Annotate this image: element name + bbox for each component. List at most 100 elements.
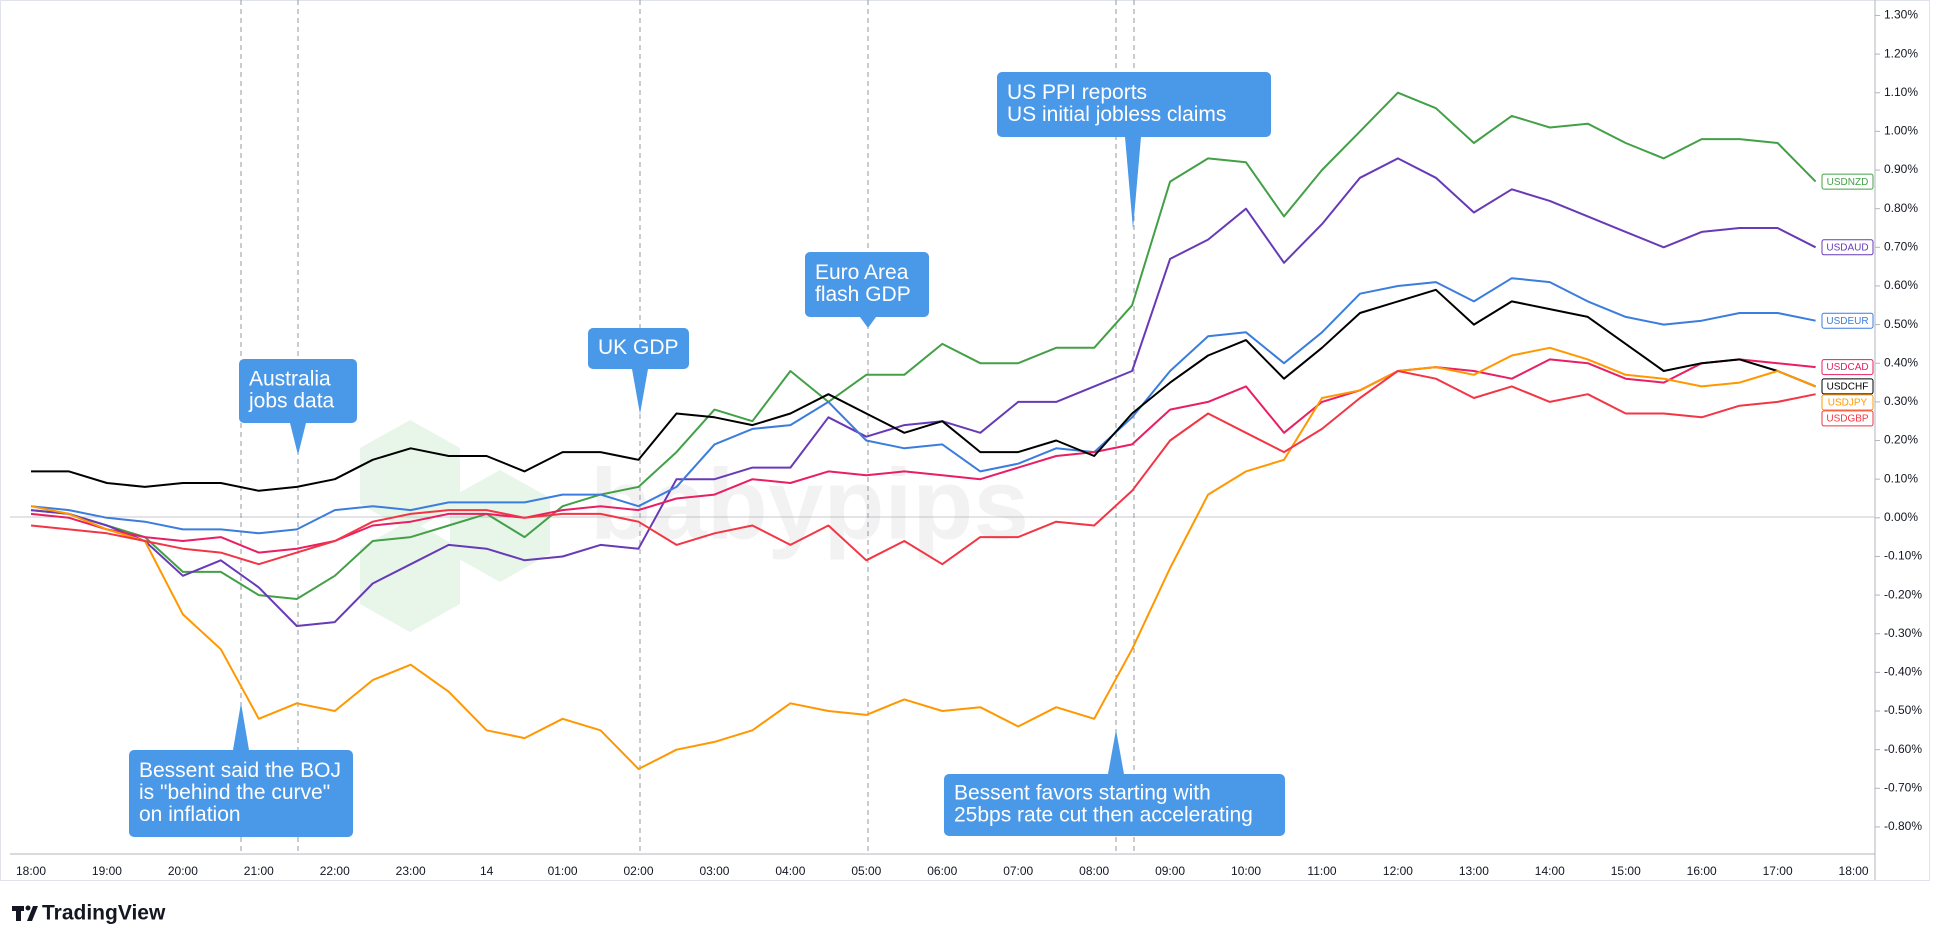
y-tick-label: 0.20% [1884,433,1918,447]
brand-logo [27,906,38,921]
y-tick-label: 0.80% [1884,201,1918,215]
y-tick-label: -0.20% [1884,587,1922,601]
annotation-text: US initial jobless claims [1007,103,1226,126]
x-tick-label: 01:00 [548,864,578,878]
y-tick-label: -0.60% [1884,742,1922,756]
annotation-pointer [290,423,306,455]
x-tick-label: 17:00 [1763,864,1793,878]
legend-label: USDEUR [1826,316,1868,327]
annotation-text: US PPI reports [1007,81,1147,104]
legend-label: USDNZD [1827,177,1869,188]
annotation-text: is "behind the curve" [139,781,330,804]
annotation-box [997,72,1271,137]
x-tick-label: 12:00 [1383,864,1413,878]
x-tick-label: 11:00 [1307,864,1336,878]
series-line [30,91,1817,600]
annotation-text: Bessent said the BOJ [139,759,341,782]
x-tick-label: 14 [480,864,494,878]
x-tick-label: 20:00 [168,864,198,878]
series-line [30,346,1816,770]
annotation-text: Australia [249,368,331,391]
y-tick-label: -0.50% [1884,703,1922,717]
series-line [31,288,1816,492]
watermark-hex [360,420,460,532]
annotation: UK GDP [588,328,689,414]
x-tick-label: 07:00 [1003,864,1033,878]
x-tick-label: 15:00 [1611,864,1641,878]
legend-label: USDAUD [1826,242,1868,253]
annotation-box [239,359,357,423]
x-tick-label: 18:00 [1839,864,1869,878]
x-tick-label: 10:00 [1231,864,1261,878]
series-line [30,157,1817,627]
annotation-text: flash GDP [815,283,911,306]
legend-label: USDCHF [1827,382,1869,393]
brand-text: TradingView [42,902,166,925]
x-tick-label: 16:00 [1687,864,1717,878]
legend-box [1821,359,1874,376]
x-tick-label: 02:00 [624,864,654,878]
legend-box [1821,312,1874,329]
y-tick-label: 0.50% [1884,317,1918,331]
legend-box [1821,378,1874,395]
annotation-pointer [860,317,876,328]
y-tick-label: 0.30% [1884,394,1918,408]
legend-box [1821,239,1874,256]
legend-box [1821,410,1874,427]
annotation-box [129,750,353,837]
y-tick-label: 0.00% [1884,510,1918,524]
watermark-hex [360,520,460,632]
legend-label: USDJPY [1828,398,1868,409]
annotation-text: 25bps rate cut then accelerating [954,804,1253,827]
x-tick-label: 03:00 [699,864,729,878]
x-tick-label: 09:00 [1155,864,1185,878]
legend-label: USDGBP [1826,414,1869,425]
x-tick-label: 19:00 [92,864,122,878]
y-tick-label: -0.30% [1884,626,1922,640]
x-tick-label: 21:00 [244,864,274,878]
x-tick-label: 05:00 [851,864,881,878]
annotation-pointer [632,369,648,414]
annotation-text: Euro Area [815,261,909,284]
brand-logo [16,906,21,921]
y-tick-label: -0.70% [1884,780,1922,794]
series-line [30,370,1816,566]
y-tick-label: 0.40% [1884,355,1918,369]
x-tick-label: 04:00 [775,864,805,878]
branding: TradingView [12,902,166,925]
annotation-pointer [1125,137,1141,229]
annotation-pointer [233,703,249,750]
annotation-pointer [1108,730,1124,774]
y-tick-label: 1.30% [1884,8,1918,22]
x-tick-label: 06:00 [927,864,957,878]
annotation-text: UK GDP [598,336,679,359]
y-tick-label: -0.40% [1884,665,1922,679]
y-tick-label: 0.10% [1884,471,1918,485]
x-tick-label: 23:00 [396,864,426,878]
annotation-box [588,328,689,369]
y-tick-label: 0.70% [1884,239,1918,253]
annotation-text: jobs data [248,390,335,413]
watermark-hex [450,470,550,582]
x-tick-label: 14:00 [1535,864,1565,878]
brand-logo [25,905,31,911]
y-tick-label: 0.60% [1884,278,1918,292]
y-tick-label: -0.10% [1884,549,1922,563]
y-tick-label: 1.20% [1884,46,1918,60]
series-line [30,277,1816,535]
legend-label: USDCAD [1826,362,1868,373]
x-tick-label: 22:00 [320,864,350,878]
x-tick-label: 18:00 [16,864,46,878]
y-tick-label: 1.10% [1884,85,1918,99]
y-tick-label: 1.00% [1884,124,1918,138]
annotation-text: Bessent favors starting with [954,782,1211,805]
annotation-text: on inflation [139,803,241,826]
annotation-box [944,774,1285,836]
